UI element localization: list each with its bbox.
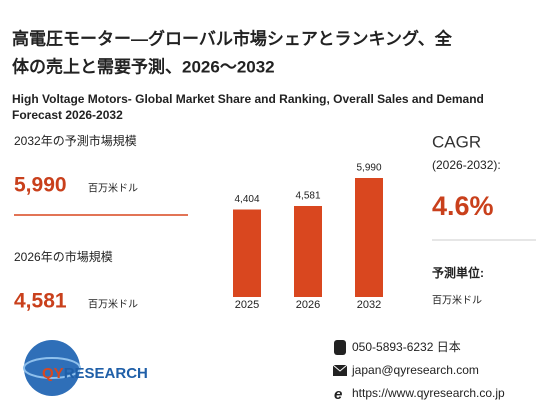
x-tick-label: 2025 (235, 299, 259, 311)
phone-icon (334, 340, 346, 355)
unit: 百万米ドル (88, 298, 138, 311)
current-label: 2026年の市場規模 (14, 249, 113, 264)
subtitle: High Voltage Motors- Global Market Share… (12, 92, 484, 106)
forecast-label: 2032年の予測市場規模 (14, 133, 137, 148)
bar (294, 205, 322, 297)
x-tick-label: 2032 (357, 299, 381, 311)
logo-globe (24, 340, 80, 396)
logo-text: QYRESEARCH (42, 365, 148, 382)
value-label: 4,404 (234, 194, 259, 205)
web: https://www.qyresearch.co.jp (352, 386, 505, 400)
cagr-period: (2026-2032): (432, 158, 501, 172)
email: japan@qyresearch.com (351, 363, 479, 377)
bar (355, 178, 383, 297)
logo-mark: QY (42, 365, 64, 382)
title: 体の売上と需要予測、2026～2032 (12, 56, 275, 76)
logo-rest: RESEARCH (64, 365, 148, 382)
current-value: 4,581 (14, 290, 67, 313)
phone: 050-5893-6232 日本 (352, 340, 461, 354)
logo-orbit (23, 357, 81, 379)
subtitle: Forecast 2026-2032 (12, 108, 123, 122)
x-tick-label: 2026 (296, 299, 320, 311)
value-label: 5,990 (356, 163, 381, 174)
value-label: 4,581 (295, 191, 320, 202)
unit: 百万米ドル (432, 294, 482, 307)
web-icon: e (334, 386, 342, 403)
cagr-label: CAGR (432, 132, 481, 151)
unit-label: 予測単位: (432, 265, 484, 280)
forecast-value: 5,990 (14, 174, 67, 197)
title: 高電圧モーター―グローバル市場シェアとランキング、全 (12, 28, 453, 48)
logo: QYRESEARCH (23, 340, 148, 396)
mail-icon (332, 364, 348, 376)
cagr-value: 4.6% (432, 191, 494, 221)
unit: 百万米ドル (88, 182, 138, 195)
bar (233, 209, 261, 297)
